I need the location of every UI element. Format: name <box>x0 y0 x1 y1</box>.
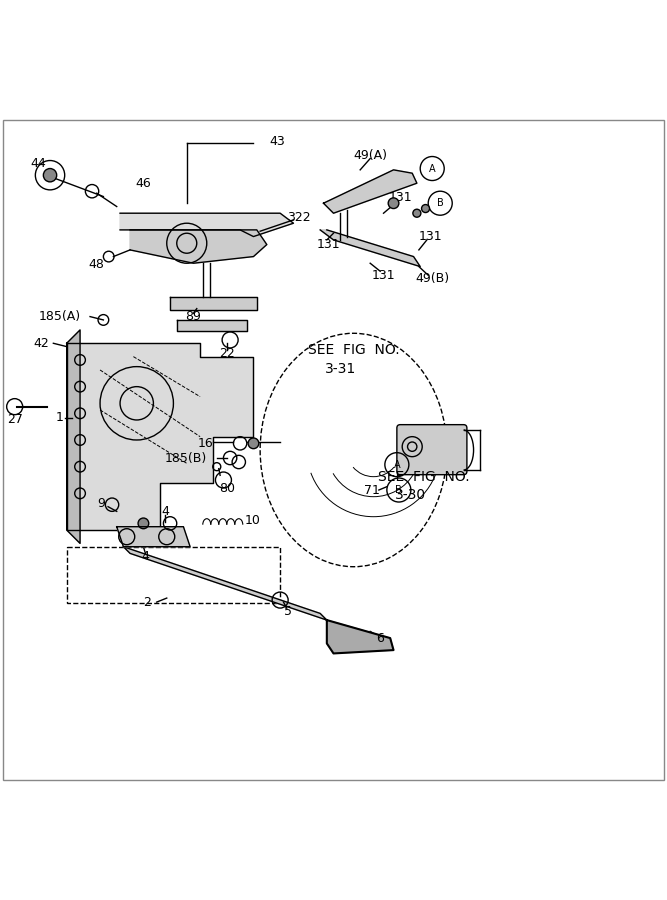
Text: SEE  FIG  NO.: SEE FIG NO. <box>378 470 470 483</box>
Polygon shape <box>67 330 80 544</box>
Text: 131: 131 <box>388 192 412 204</box>
Text: 9: 9 <box>97 497 105 510</box>
Circle shape <box>138 518 149 528</box>
Text: 43: 43 <box>269 135 285 148</box>
Text: 4: 4 <box>141 550 149 563</box>
Text: 131: 131 <box>372 269 396 282</box>
Text: 322: 322 <box>287 212 311 224</box>
Polygon shape <box>117 526 190 546</box>
Polygon shape <box>170 297 257 310</box>
Text: SEE  FIG  NO.: SEE FIG NO. <box>307 343 400 357</box>
Text: 1: 1 <box>56 411 64 425</box>
Text: 46: 46 <box>135 176 151 190</box>
Text: 3-31: 3-31 <box>325 362 356 375</box>
Text: 80: 80 <box>219 482 235 495</box>
Text: A: A <box>394 460 400 470</box>
Polygon shape <box>130 230 267 263</box>
Text: 89: 89 <box>185 310 201 323</box>
Text: 42: 42 <box>33 337 49 350</box>
Text: 6: 6 <box>376 632 384 644</box>
Text: 16: 16 <box>197 436 213 450</box>
Text: 4: 4 <box>161 505 169 518</box>
Text: 49(B): 49(B) <box>415 272 450 285</box>
Text: 71: 71 <box>364 483 380 497</box>
Polygon shape <box>320 230 420 266</box>
Text: 131: 131 <box>317 238 341 251</box>
Circle shape <box>43 168 57 182</box>
Polygon shape <box>323 170 417 213</box>
Text: 22: 22 <box>219 346 235 360</box>
Circle shape <box>422 204 430 212</box>
Text: B: B <box>396 485 402 495</box>
Text: 49(A): 49(A) <box>354 148 387 162</box>
Text: 131: 131 <box>418 230 442 243</box>
Text: 185(A): 185(A) <box>39 310 81 323</box>
Circle shape <box>413 209 421 217</box>
Text: 48: 48 <box>89 258 105 271</box>
Text: 2: 2 <box>143 596 151 608</box>
Circle shape <box>248 438 259 449</box>
Text: 185(B): 185(B) <box>164 452 207 464</box>
Polygon shape <box>123 546 327 620</box>
Text: 27: 27 <box>7 413 23 427</box>
Text: 5: 5 <box>284 605 292 618</box>
Polygon shape <box>67 343 253 530</box>
Text: B: B <box>437 198 444 208</box>
FancyBboxPatch shape <box>397 425 467 474</box>
Circle shape <box>388 198 399 209</box>
Polygon shape <box>120 213 293 237</box>
Text: 10: 10 <box>244 514 260 526</box>
Text: 44: 44 <box>31 157 47 170</box>
Text: 3-30: 3-30 <box>395 489 426 502</box>
Polygon shape <box>327 620 394 653</box>
Polygon shape <box>177 320 247 331</box>
Text: A: A <box>429 164 436 174</box>
